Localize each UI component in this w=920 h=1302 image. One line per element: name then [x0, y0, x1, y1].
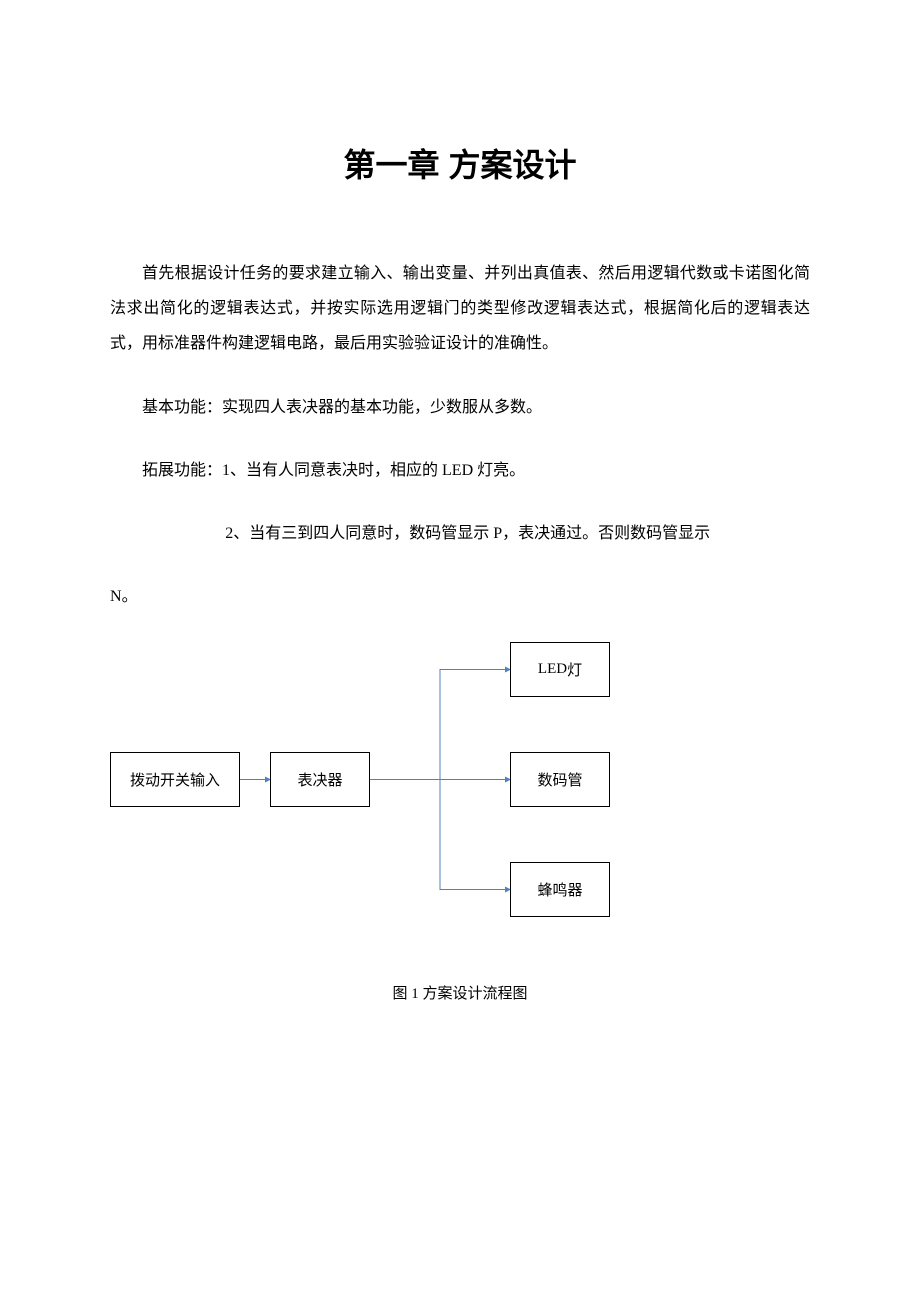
ext2-p: P	[493, 525, 502, 542]
flowchart-edge	[370, 780, 510, 890]
paragraph-ext2: 2、当有三到四人同意时，数码管显示 P，表决通过。否则数码管显示	[110, 516, 810, 551]
ext1-suffix: 灯亮。	[473, 462, 525, 479]
ext2-n-suffix: 。	[122, 588, 138, 605]
flowchart-node-voter: 表决器	[270, 752, 370, 807]
paragraph-basic: 基本功能：实现四人表决器的基本功能，少数服从多数。	[110, 390, 810, 425]
flowchart-diagram: 拨动开关输入表决器 LED 灯数码管蜂鸣器	[110, 642, 810, 942]
flowchart-node-led: LED 灯	[510, 642, 610, 697]
paragraph-ext1: 拓展功能：1、当有人同意表决时，相应的 LED 灯亮。	[110, 453, 810, 488]
ext2-prefix: 2、当有三到四人同意时，数码管显示	[225, 525, 493, 542]
flowchart-edge	[370, 670, 510, 780]
chapter-title: 第一章 方案设计	[110, 140, 810, 186]
paragraph-intro: 首先根据设计任务的要求建立输入、输出变量、并列出真值表、然后用逻辑代数或卡诺图化…	[110, 256, 810, 362]
ext1-led: LED	[442, 462, 473, 479]
flowchart-node-disp: 数码管	[510, 752, 610, 807]
flowchart-node-input: 拨动开关输入	[110, 752, 240, 807]
document-page: 第一章 方案设计 首先根据设计任务的要求建立输入、输出变量、并列出真值表、然后用…	[0, 0, 920, 1083]
figure-caption: 图 1 方案设计流程图	[110, 982, 810, 1003]
ext2-mid: ，表决通过。否则数码管显示	[502, 525, 710, 542]
flowchart-node-buzzer: 蜂鸣器	[510, 862, 610, 917]
ext1-prefix: 拓展功能：1、当有人同意表决时，相应的	[142, 462, 442, 479]
paragraph-ext2-cont: N。	[110, 579, 810, 614]
ext2-n: N	[110, 588, 122, 605]
